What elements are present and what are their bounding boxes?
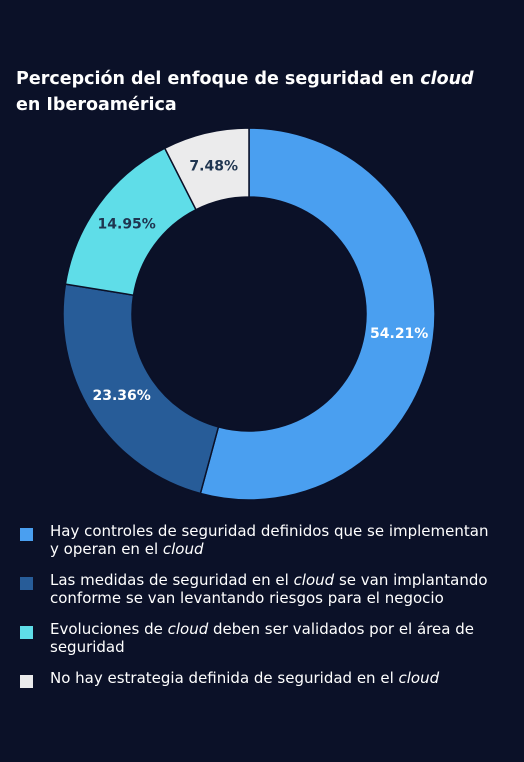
legend-label-part: Evoluciones de xyxy=(50,620,168,638)
legend-label-part: cloud xyxy=(293,571,335,589)
legend-label-part: cloud xyxy=(162,540,204,558)
slice-risks[interactable] xyxy=(62,283,220,495)
chart-legend: Hay controles de seguridad definidos que… xyxy=(20,522,500,700)
slice-no-strategy[interactable] xyxy=(163,127,250,211)
legend-swatch xyxy=(20,528,33,541)
legend-label-part: Hay controles de seguridad definidos que… xyxy=(50,522,489,558)
slice-data-label: 14.95% xyxy=(98,217,156,233)
legend-swatch xyxy=(20,577,33,590)
legend-swatch xyxy=(20,626,33,639)
legend-label-part: Las medidas de seguridad en el xyxy=(50,571,294,589)
legend-swatch xyxy=(20,675,33,688)
legend-label-part: cloud xyxy=(167,620,209,638)
legend-label-part: se van implantando conforme se van levan… xyxy=(50,571,488,607)
title-text-1: Percepción del enfoque de seguridad en xyxy=(16,69,421,89)
legend-label-part: cloud xyxy=(398,669,440,687)
title-text-3: en Iberoamérica xyxy=(16,95,177,115)
title-text-2: cloud xyxy=(420,69,474,89)
legend-item-no-strategy[interactable]: No hay estrategia definida de seguridad … xyxy=(20,669,500,688)
chart-title: Percepción del enfoque de seguridad en c… xyxy=(16,66,496,118)
legend-label-part: deben ser validados por el área de segur… xyxy=(50,620,474,656)
slice-data-label: 7.48% xyxy=(189,159,238,175)
legend-item-validation[interactable]: Evoluciones de cloud deben ser validados… xyxy=(20,620,500,656)
slice-data-label: 23.36% xyxy=(92,388,150,404)
legend-item-risks[interactable]: Las medidas de seguridad en el cloud se … xyxy=(20,571,500,607)
legend-label-part: No hay estrategia definida de seguridad … xyxy=(50,669,399,687)
donut-chart: 54.21% 23.36% 14.95% 7.48% xyxy=(62,127,436,501)
slice-controls[interactable] xyxy=(199,127,436,501)
legend-item-controls[interactable]: Hay controles de seguridad definidos que… xyxy=(20,522,500,558)
slice-data-label: 54.21% xyxy=(370,326,428,342)
